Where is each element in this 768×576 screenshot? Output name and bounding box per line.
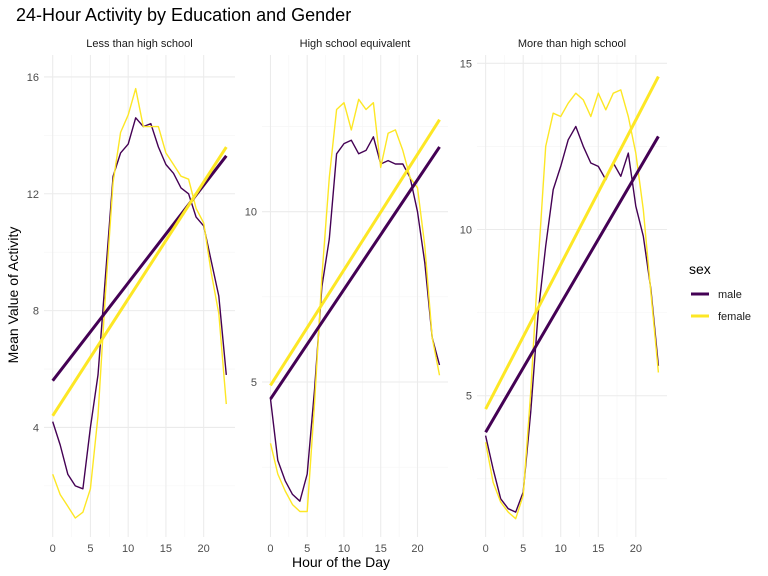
trend-line-female (484, 75, 660, 410)
panel-strip-label: More than high school (518, 38, 626, 50)
y-tick-label: 10 (245, 207, 257, 219)
y-tick-label: 15 (460, 58, 472, 70)
legend-label-female: female (718, 311, 751, 323)
series-line-female (484, 89, 660, 520)
x-tick-label: 10 (122, 543, 134, 555)
x-tick-label: 5 (304, 543, 310, 555)
x-tick-label: 0 (267, 543, 273, 555)
trend-line-male (484, 135, 660, 434)
x-tick-label: 5 (520, 543, 526, 555)
y-tick-label: 5 (251, 377, 257, 389)
legend-title: sex (689, 261, 711, 277)
y-tick-label: 16 (27, 72, 39, 84)
x-axis-label: Hour of the Day (292, 554, 390, 570)
y-tick-label: 8 (33, 306, 39, 318)
x-tick-label: 20 (198, 543, 210, 555)
panel-1: Less than high school 0 5 10 15 20 4 8 12 16 (27, 38, 235, 555)
x-tick-label: 20 (630, 543, 642, 555)
trend-line-female (51, 146, 228, 417)
y-axis-label: Mean Value of Activity (5, 227, 21, 364)
panel-strip-label: Less than high school (86, 38, 192, 50)
x-tick-label: 10 (555, 543, 567, 555)
trend-line-male (269, 146, 441, 400)
x-tick-label: 15 (592, 543, 604, 555)
trend-line-female (269, 118, 441, 387)
series-line-male (52, 117, 227, 490)
x-tick-label: 15 (160, 543, 172, 555)
y-tick-label: 12 (27, 189, 39, 201)
x-tick-label: 5 (87, 543, 93, 555)
x-tick-label: 15 (375, 543, 387, 555)
x-tick-label: 20 (411, 543, 423, 555)
x-tick-label: 10 (338, 543, 350, 555)
series-line-male (269, 136, 441, 502)
panel-2: High school equivalent 0 5 10 15 20 5 10 (245, 38, 448, 555)
series-line-female (269, 98, 441, 513)
chart-title: 24-Hour Activity by Education and Gender (16, 5, 351, 25)
series-line-female (52, 87, 227, 519)
y-tick-label: 10 (460, 225, 472, 237)
series-line-male (484, 125, 660, 513)
panels: Less than high school 0 5 10 15 20 4 8 12 16 High … (27, 38, 667, 555)
panel-3: More than high school 0 5 10 15 20 5 10 15 (460, 38, 667, 555)
y-tick-label: 5 (466, 391, 472, 403)
y-tick-label: 4 (33, 422, 39, 434)
x-tick-label: 0 (50, 543, 56, 555)
x-tick-label: 0 (483, 543, 489, 555)
legend: sex male female (689, 261, 751, 323)
legend-label-male: male (718, 289, 742, 301)
panel-strip-label: High school equivalent (300, 38, 411, 50)
